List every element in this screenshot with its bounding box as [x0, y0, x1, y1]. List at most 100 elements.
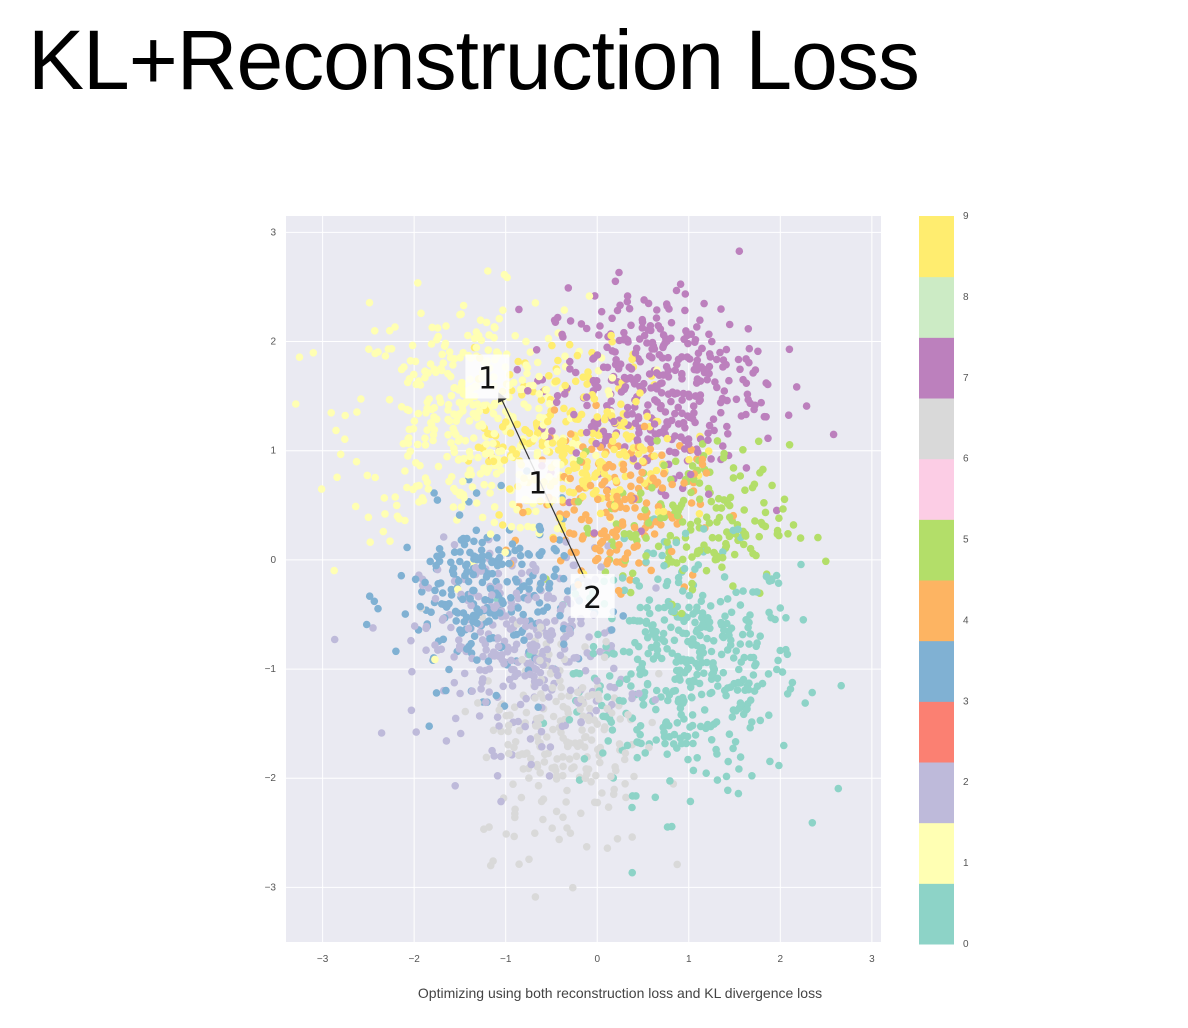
data-point-class-9: [583, 380, 591, 388]
data-point-class-7: [570, 410, 578, 419]
data-point-class-0: [625, 648, 634, 656]
data-point-class-0: [668, 822, 676, 831]
data-point-class-3: [397, 571, 406, 580]
data-point-class-9: [611, 431, 620, 440]
data-point-class-2: [456, 729, 465, 738]
data-point-class-0: [653, 646, 662, 654]
data-point-class-6: [602, 637, 610, 646]
data-point-class-4: [640, 422, 649, 431]
data-point-class-7: [582, 428, 591, 437]
data-point-class-0: [700, 706, 709, 714]
data-point-class-0: [708, 671, 716, 679]
data-point-class-0: [651, 793, 660, 802]
data-point-class-4: [658, 484, 667, 492]
data-point-class-5: [641, 505, 649, 514]
data-point-class-7: [627, 365, 636, 373]
data-point-class-2: [493, 772, 502, 780]
data-point-class-7: [631, 349, 640, 357]
data-point-class-2: [531, 682, 539, 691]
data-point-class-5: [695, 495, 704, 504]
data-point-class-0: [644, 649, 652, 658]
data-point-class-1: [530, 435, 539, 443]
data-point-class-1: [432, 368, 440, 377]
data-point-class-1: [485, 331, 493, 339]
data-point-class-0: [735, 765, 743, 773]
data-point-class-2: [596, 647, 604, 656]
data-point-class-5: [686, 520, 695, 529]
data-point-class-9: [569, 460, 578, 469]
data-point-class-4: [622, 504, 630, 513]
data-point-class-4: [586, 481, 595, 490]
data-point-class-1: [535, 390, 544, 398]
data-point-class-7: [620, 373, 629, 382]
data-point-class-1: [341, 435, 349, 444]
data-point-class-3: [497, 481, 506, 490]
data-point-class-6: [613, 835, 622, 843]
y-tick-label: 0: [270, 555, 276, 566]
data-point-class-9: [600, 415, 609, 424]
data-point-class-3: [477, 546, 486, 554]
data-point-class-5: [628, 569, 637, 578]
data-point-class-6: [587, 778, 595, 786]
data-point-class-0: [623, 675, 631, 684]
data-point-class-6: [673, 860, 681, 869]
data-point-class-0: [734, 789, 743, 798]
data-point-class-7: [616, 301, 624, 310]
data-point-class-4: [649, 474, 657, 483]
data-point-class-1: [501, 548, 510, 557]
data-point-class-7: [635, 429, 643, 437]
data-point-class-5: [695, 479, 704, 487]
colorbar-segment: [919, 580, 954, 642]
colorbar-segment: [919, 822, 954, 884]
data-point-class-2: [652, 584, 660, 592]
data-point-class-1: [524, 522, 532, 531]
data-point-class-0: [657, 654, 666, 663]
data-point-class-0: [662, 719, 670, 727]
data-point-class-2: [330, 635, 339, 644]
data-point-class-9: [577, 429, 585, 437]
data-point-class-1: [458, 378, 466, 387]
data-point-class-9: [584, 368, 592, 376]
data-point-class-7: [736, 365, 744, 374]
data-point-class-0: [746, 696, 755, 704]
data-point-class-4: [642, 499, 651, 507]
data-point-class-0: [705, 618, 714, 626]
data-point-class-3: [493, 561, 502, 570]
data-point-class-2: [442, 737, 451, 745]
data-point-class-3: [456, 626, 464, 634]
data-point-class-1: [604, 387, 613, 395]
data-point-class-1: [540, 432, 549, 440]
data-point-class-0: [565, 716, 574, 724]
data-point-class-3: [545, 579, 554, 588]
data-point-class-0: [636, 730, 644, 739]
data-point-class-1: [374, 348, 382, 356]
colorbar-segment: [919, 458, 954, 520]
data-point-class-9: [579, 451, 588, 459]
data-point-class-0: [599, 712, 607, 721]
data-point-class-5: [726, 493, 735, 502]
data-point-class-4: [566, 474, 574, 483]
data-point-class-1: [443, 452, 451, 461]
data-point-class-3: [536, 525, 545, 534]
data-point-class-2: [538, 743, 546, 751]
data-point-class-2: [560, 635, 568, 643]
axis-ticks: −3 −2 −1 0 1 2 3 −3 −2 −1 0 1 2 3: [265, 227, 875, 965]
data-point-class-2: [651, 696, 660, 704]
data-point-class-6: [630, 772, 638, 781]
data-point-class-9: [548, 439, 557, 447]
data-point-class-6: [572, 752, 581, 761]
data-point-class-7: [696, 316, 704, 325]
data-point-class-7: [644, 401, 652, 409]
data-point-class-7: [532, 346, 541, 354]
data-point-class-7: [685, 355, 694, 363]
data-point-class-6: [568, 764, 576, 773]
data-point-class-0: [652, 627, 660, 636]
data-point-class-0: [691, 565, 699, 573]
data-point-class-9: [603, 408, 611, 416]
data-point-class-5: [729, 474, 738, 482]
data-point-class-3: [607, 626, 616, 634]
data-point-class-5: [722, 539, 730, 548]
data-point-class-0: [771, 615, 779, 624]
data-point-class-7: [643, 339, 651, 347]
data-point-class-1: [457, 503, 466, 511]
